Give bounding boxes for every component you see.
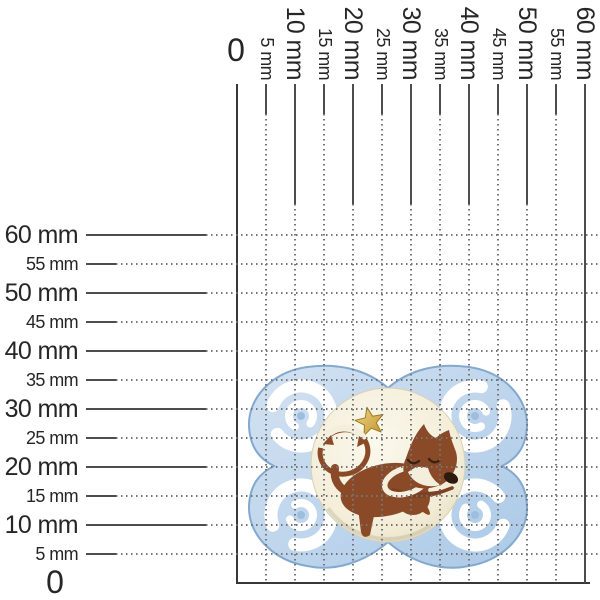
y-gridline-60mm	[206, 234, 598, 236]
x-axis-line	[236, 582, 590, 584]
fox-nose	[443, 472, 459, 484]
x-tick-label-25mm: 25 mm	[373, 27, 393, 80]
x-tick-50mm	[526, 84, 528, 204]
x-tick-label-40mm: 40 mm	[455, 6, 483, 80]
y-tick-label-25mm: 25 mm	[25, 428, 79, 448]
x-tick-label-60mm: 60 mm	[571, 6, 599, 80]
fox-eye-right	[427, 457, 442, 464]
fox-eye-left	[406, 458, 421, 465]
y-gridline-35mm	[116, 379, 598, 381]
x-tick-label-5mm: 5 mm	[257, 37, 277, 80]
x-tick-35mm	[439, 84, 441, 114]
y-gridline-50mm	[206, 292, 598, 294]
y-tick-label-40mm: 40 mm	[4, 337, 79, 365]
x-tick-label-45mm: 45 mm	[489, 27, 509, 80]
y-tick-25mm	[86, 437, 116, 439]
x-gridline-25mm	[381, 114, 383, 582]
y-tick-label-30mm: 30 mm	[4, 395, 79, 423]
y-tick-label-35mm: 35 mm	[25, 370, 79, 390]
x-tick-label-30mm: 30 mm	[397, 6, 425, 80]
y-tick-label-20mm: 20 mm	[4, 453, 79, 481]
x-tick-30mm	[410, 84, 412, 204]
y-gridline-55mm	[116, 263, 598, 265]
x-tick-label-15mm: 15 mm	[315, 27, 335, 80]
x-tick-label-55mm: 55 mm	[547, 27, 567, 80]
star-icon	[354, 406, 384, 437]
x-gridline-50mm	[526, 204, 528, 582]
x-tick-10mm	[294, 84, 296, 204]
x-gridline-45mm	[497, 114, 499, 582]
x-tick-5mm	[265, 84, 267, 114]
y-tick-60mm	[86, 234, 206, 236]
x-gridline-15mm	[323, 114, 325, 582]
x-tick-40mm	[468, 84, 470, 204]
y-tick-10mm	[86, 524, 206, 526]
y-axis-line	[236, 84, 238, 584]
y-tick-label-50mm: 50 mm	[4, 279, 79, 307]
y-gridline-40mm	[206, 350, 598, 352]
x-tick-45mm	[497, 84, 499, 114]
y-gridline-20mm	[206, 466, 598, 468]
x-tick-25mm	[381, 84, 383, 114]
y-gridline-45mm	[116, 321, 598, 323]
x-tick-15mm	[323, 84, 325, 114]
y-gridline-25mm	[116, 437, 598, 439]
x-axis-origin-label: 0	[227, 32, 245, 68]
y-tick-40mm	[86, 350, 206, 352]
x-tick-label-20mm: 20 mm	[339, 6, 367, 80]
y-tick-label-55mm: 55 mm	[25, 254, 79, 274]
x-tick-55mm	[555, 84, 557, 114]
x-gridline-35mm	[439, 114, 441, 582]
y-tick-35mm	[86, 379, 116, 381]
y-tick-45mm	[86, 321, 116, 323]
y-gridline-30mm	[206, 408, 598, 410]
y-tick-15mm	[86, 495, 116, 497]
y-axis-origin-label: 0	[46, 564, 64, 600]
x-gridline-20mm	[352, 204, 354, 582]
fox-illustration	[316, 406, 459, 537]
y-tick-label-15mm: 15 mm	[25, 486, 79, 506]
x-tick-label-10mm: 10 mm	[281, 6, 309, 80]
x-gridline-60mm	[584, 84, 586, 583]
y-tick-label-10mm: 10 mm	[4, 511, 79, 539]
x-tick-label-50mm: 50 mm	[513, 6, 541, 80]
x-gridline-10mm	[294, 204, 296, 582]
y-tick-5mm	[86, 553, 116, 555]
y-tick-label-60mm: 60 mm	[4, 221, 79, 249]
x-gridline-5mm	[265, 114, 267, 582]
x-gridline-40mm	[468, 204, 470, 582]
y-tick-55mm	[86, 263, 116, 265]
y-tick-30mm	[86, 408, 206, 410]
x-tick-label-35mm: 35 mm	[431, 27, 451, 80]
y-gridline-15mm	[116, 495, 598, 497]
y-tick-20mm	[86, 466, 206, 468]
x-gridline-30mm	[410, 204, 412, 582]
y-tick-50mm	[86, 292, 206, 294]
y-gridline-5mm	[116, 553, 598, 555]
x-tick-20mm	[352, 84, 354, 204]
x-gridline-55mm	[555, 114, 557, 582]
pacifier-image	[247, 364, 529, 569]
y-tick-label-45mm: 45 mm	[25, 312, 79, 332]
y-tick-label-5mm: 5 mm	[35, 544, 78, 564]
y-gridline-10mm	[206, 524, 598, 526]
